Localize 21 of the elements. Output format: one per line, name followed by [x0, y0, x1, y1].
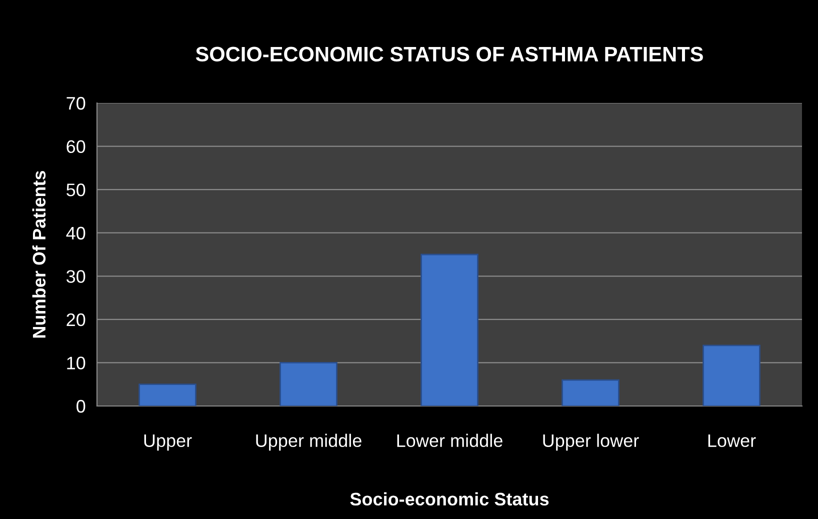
y-tick-label: 70: [66, 96, 86, 110]
x-tick-label: Upper lower: [543, 434, 639, 451]
y-axis-title: Number Of Patients: [32, 170, 46, 338]
x-tick-label: Upper: [144, 434, 192, 451]
y-tick-label: 50: [66, 184, 86, 196]
y-tick-label: 20: [66, 313, 86, 326]
bar: [138, 384, 196, 406]
y-tick-label: 30: [66, 270, 86, 283]
y-tick-label: 40: [66, 226, 86, 240]
bar: [702, 344, 760, 406]
chart-title: SOCIO-ECONOMIC STATUS OF ASTHMA PATIENTS: [196, 46, 703, 62]
x-axis-title: Socio-economic Status: [350, 492, 549, 506]
x-tick-label: Lower middle: [397, 434, 502, 448]
y-tick-label: 0: [76, 400, 86, 413]
y-tick-label: 10: [67, 356, 86, 370]
y-tick-label: 60: [66, 140, 86, 154]
bar: [420, 254, 478, 406]
x-tick-label: Lower: [708, 434, 756, 448]
x-tick-label: Upper middle: [256, 434, 362, 451]
bar: [280, 362, 338, 406]
bar: [562, 379, 620, 406]
